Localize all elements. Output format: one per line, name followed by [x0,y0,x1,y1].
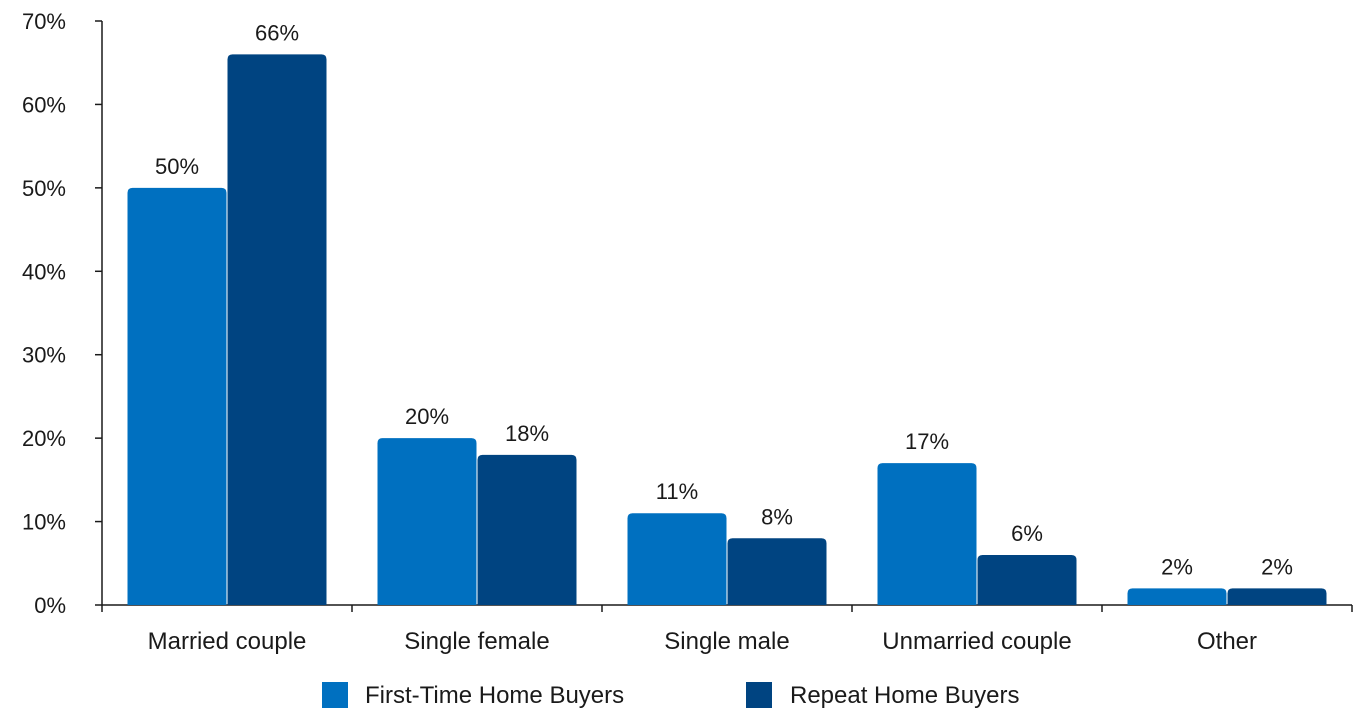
y-tick-label: 20% [22,426,66,451]
data-label: 2% [1161,554,1193,579]
data-label: 2% [1261,554,1293,579]
legend-label: Repeat Home Buyers [790,682,1019,709]
bar [727,538,827,605]
data-label: 8% [761,504,793,529]
y-axis: 0% 10% 20% 30% 40% 50% 60% 70% [22,9,103,618]
bar [127,187,227,605]
y-tick-label: 50% [22,176,66,201]
x-tick-label: Single female [404,628,549,655]
x-tick-label: Married couple [148,628,307,655]
bar [377,438,477,605]
bar [1227,588,1327,605]
x-axis: Married couple Single female Single male Un… [101,604,1353,655]
bar [477,454,577,605]
y-tick-label: 0% [34,593,66,618]
bar [877,463,977,605]
data-label: 11% [656,479,698,504]
data-labels-group: 50% 66% 20% 18% 11% 8% 17% 6% 2% 2% [155,20,1293,579]
x-tick-label: Other [1197,628,1257,655]
bar [977,554,1077,605]
data-label: 50% [155,154,199,179]
legend-label: First-Time Home Buyers [365,682,624,709]
data-label: 6% [1011,521,1043,546]
y-tick-label: 70% [22,9,66,34]
y-tick-label: 40% [22,259,66,284]
data-label: 18% [505,421,549,446]
y-tick-label: 30% [22,343,66,368]
x-tick-label: Single male [664,628,789,655]
y-tick-label: 60% [22,92,66,117]
legend-swatch [746,682,772,708]
data-label: 17% [905,429,949,454]
y-tick-label: 10% [22,510,66,535]
bar [227,54,327,605]
data-label: 20% [405,404,449,429]
x-tick-label: Unmarried couple [882,628,1071,655]
bar [627,513,727,605]
bar [1127,588,1227,605]
bars-group [127,54,1327,605]
legend: First-Time Home Buyers Repeat Home Buyers [322,682,1019,709]
data-label: 66% [255,20,299,45]
legend-swatch [322,682,348,708]
